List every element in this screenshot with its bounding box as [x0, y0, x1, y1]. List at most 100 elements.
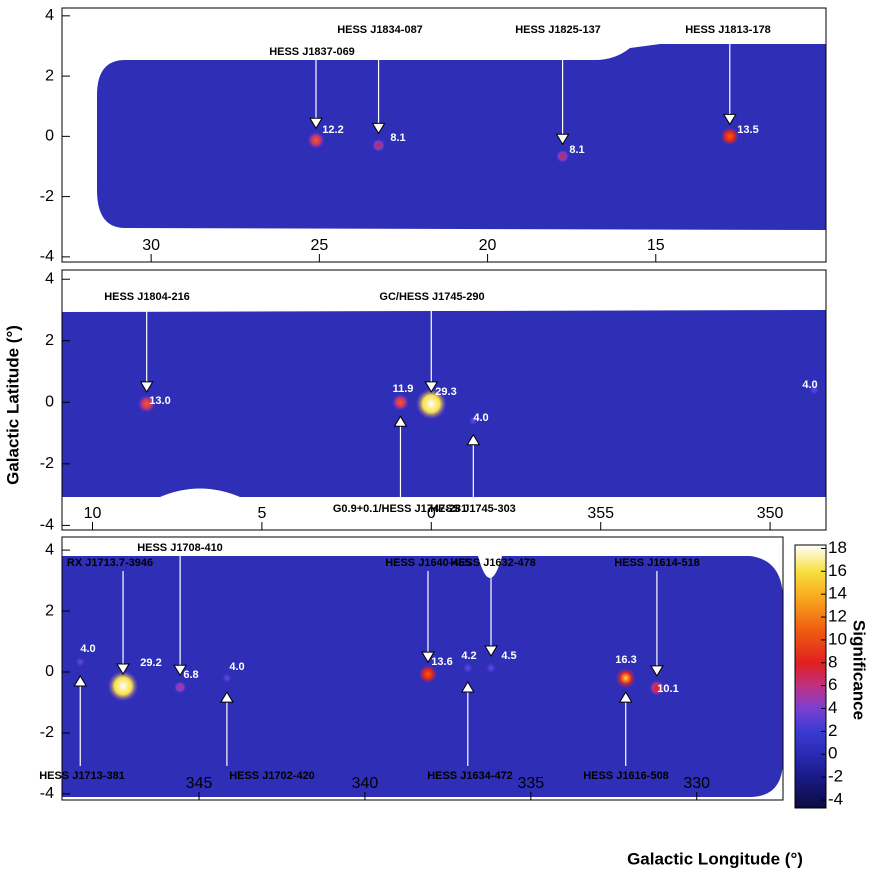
source-spot [371, 138, 386, 153]
colorbar-tick-label: 16 [828, 561, 847, 580]
arrow-head [309, 117, 323, 130]
colorbar-tick-label: 10 [828, 629, 847, 648]
colorbar-tick-label: 14 [828, 584, 847, 603]
value-label: 29.2 [140, 657, 161, 669]
value-label: 4.0 [80, 643, 95, 655]
y-tick-label: -4 [40, 785, 54, 802]
source-name: HESS J1708-410 [137, 542, 223, 554]
source-spot [391, 393, 410, 412]
value-label: 8.1 [390, 132, 405, 144]
arrow-head [421, 651, 435, 664]
arrow-head [116, 663, 130, 675]
source-spot [467, 415, 479, 427]
source-name: HESS J1616-508 [583, 770, 669, 782]
arrow-head [618, 691, 633, 703]
source-spot [137, 394, 156, 414]
arrow-head [73, 674, 88, 687]
panel-frame [61, 7, 827, 263]
x-tick-label: 10 [84, 505, 102, 522]
source-spot [74, 656, 86, 668]
y-tick-label: 0 [45, 394, 54, 411]
value-label: 10.1 [657, 683, 678, 695]
colorbar-tick-label: 4 [828, 698, 837, 717]
y-tick-label: 2 [45, 602, 54, 619]
source-spot [415, 388, 448, 420]
panel-frame [61, 269, 827, 531]
x-axis-label: Galactic Longitude (°) [627, 849, 803, 868]
value-label: 11.9 [393, 383, 414, 395]
arrow-head [371, 122, 386, 135]
y-tick-label: -4 [40, 248, 54, 265]
source-spot [648, 679, 665, 696]
source-name: HESS J1713-381 [39, 770, 125, 782]
arrow-head [722, 113, 737, 126]
y-tick-label: -4 [40, 517, 54, 534]
value-label: 8.1 [569, 144, 584, 156]
value-label: 13.0 [149, 395, 170, 407]
arrow-head [555, 133, 570, 146]
x-tick-label: 30 [142, 237, 160, 254]
arrow-head [466, 433, 481, 446]
x-tick-label: 345 [186, 775, 213, 792]
source-name: RX J1713.7-3946 [67, 557, 153, 569]
arrow-head [173, 664, 188, 677]
arrow-head [460, 681, 475, 693]
y-tick-label: -2 [40, 455, 54, 472]
source-name: HESS J1745-303 [430, 503, 516, 515]
arrow-head [220, 691, 234, 703]
value-label: 4.5 [501, 650, 516, 662]
colorbar-tick-label: 6 [828, 675, 837, 694]
source-name: HESS J1614-518 [614, 557, 700, 569]
colorbar-tick-label: -2 [828, 767, 843, 786]
x-tick-label: 335 [517, 775, 544, 792]
x-tick-label: 340 [352, 775, 379, 792]
value-label: 29.3 [435, 386, 456, 398]
source-name: G0.9+0.1/HESS J1747-281 [333, 503, 467, 515]
value-label: 4.2 [461, 650, 476, 662]
source-spot [808, 384, 820, 396]
source-name: HESS J1632-478 [450, 557, 536, 569]
colorbar-tick-label: 18 [828, 538, 847, 557]
x-tick-label: 350 [757, 505, 784, 522]
source-name: HESS J1634-472 [427, 770, 513, 782]
survey-region [97, 44, 826, 230]
source-spot [173, 680, 187, 694]
value-label: 6.8 [183, 669, 198, 681]
colorbar-label: Significance [850, 620, 869, 720]
source-spot [418, 664, 438, 684]
y-tick-label: 4 [45, 270, 54, 287]
source-name: HESS J1640-465 [385, 557, 471, 569]
value-label: 4.0 [802, 379, 817, 391]
source-name: HESS J1804-216 [104, 291, 190, 303]
source-spot [221, 672, 233, 684]
value-label: 12.2 [322, 124, 343, 136]
arrow-head [484, 645, 498, 658]
x-tick-label: 5 [257, 505, 266, 522]
colorbar [794, 544, 827, 809]
colorbar-tick-label: 8 [828, 652, 837, 671]
arrow-head [139, 381, 154, 393]
y-tick-label: -2 [40, 188, 54, 205]
y-tick-label: 0 [45, 128, 54, 145]
x-tick-label: 20 [479, 237, 497, 254]
y-tick-label: 4 [45, 7, 54, 24]
x-tick-label: 25 [310, 237, 328, 254]
x-tick-label: 0 [427, 505, 436, 522]
source-name: HESS J1825-137 [515, 24, 601, 36]
y-tick-label: 0 [45, 663, 54, 680]
source-spot [615, 667, 637, 689]
source-spot [107, 670, 139, 702]
source-spot [555, 149, 570, 164]
colorbar-tick-label: 0 [828, 744, 837, 763]
y-axis-label: Galactic Latitude (°) [3, 325, 22, 485]
value-label: 13.5 [737, 124, 758, 136]
source-spot [462, 662, 474, 674]
source-spot [307, 131, 325, 150]
value-label: 4.0 [473, 412, 488, 424]
source-name: HESS J1813-178 [685, 24, 771, 36]
colorbar-tick-label: -4 [828, 789, 843, 808]
arrow-head [650, 665, 664, 677]
source-name: HESS J1837-069 [269, 46, 355, 58]
arrow-head [424, 381, 439, 393]
